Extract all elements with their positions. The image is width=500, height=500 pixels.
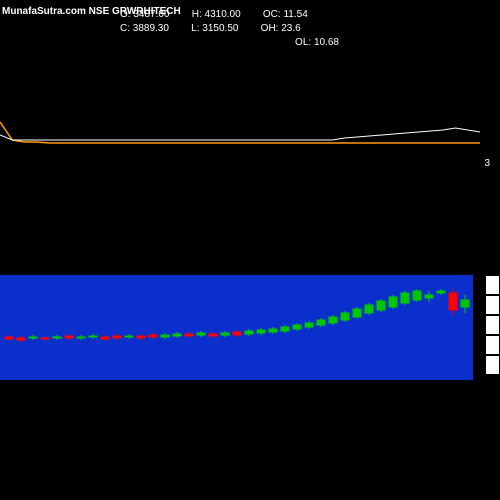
- line-series-white: [0, 128, 480, 140]
- scale-mark: [485, 355, 500, 375]
- x-axis-label: 3: [484, 158, 490, 169]
- ol-value: 10.68: [314, 37, 339, 48]
- scale-mark: [485, 275, 500, 295]
- scale-mark: [485, 315, 500, 335]
- scale-mark: [485, 295, 500, 315]
- scale-mark: [485, 335, 500, 355]
- ohlc-block: O: 3487.00 H: 4310.00 OC: 11.54 C: 3889.…: [120, 8, 339, 50]
- oh-value: 23.6: [281, 23, 300, 34]
- ohlc-row-2: C: 3889.30 L: 3150.50 OH: 23.6: [120, 22, 339, 36]
- candle-chart: [0, 265, 485, 395]
- oc-value: 11.54: [283, 9, 307, 20]
- ohlc-row-1: O: 3487.00 H: 4310.00 OC: 11.54: [120, 8, 339, 22]
- line-chart: [0, 60, 480, 180]
- right-scale: [485, 275, 500, 385]
- header-area: MunafaSutra.com NSE GRWRHITECH O: 3487.0…: [0, 0, 500, 60]
- close-value: 3889.30: [133, 23, 169, 34]
- ohlc-row-3: OL: 10.68: [120, 36, 339, 50]
- volume-background: [0, 275, 473, 380]
- low-value: 3150.50: [202, 23, 238, 34]
- open-value: 3487.00: [133, 9, 169, 20]
- high-value: 4310.00: [205, 9, 241, 20]
